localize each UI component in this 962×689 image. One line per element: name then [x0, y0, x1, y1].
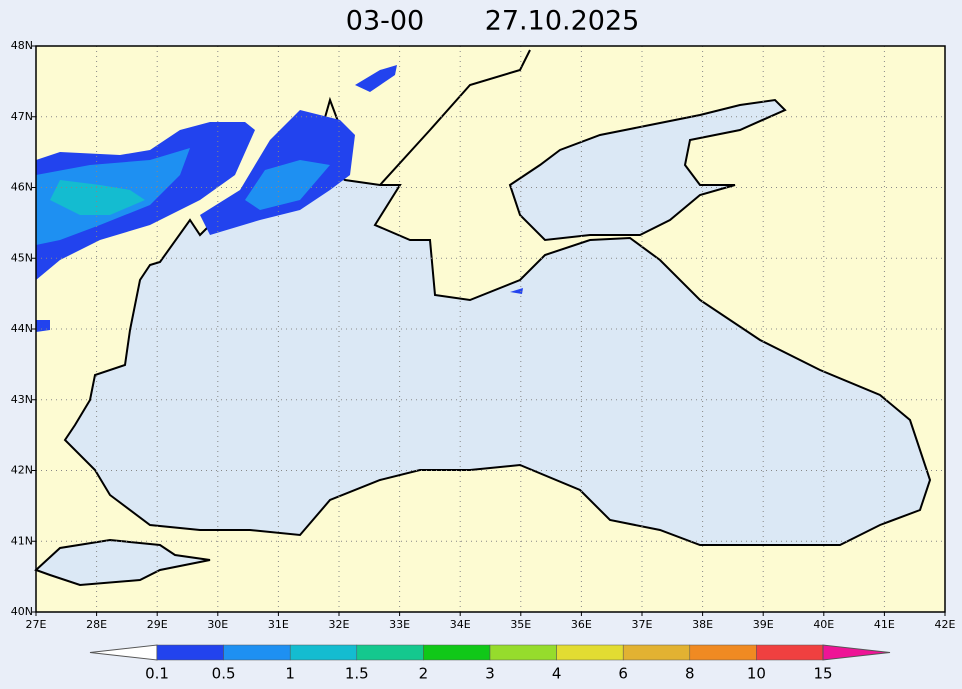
x-tick-label: 38E	[692, 618, 713, 631]
y-tick-label: 42N	[11, 464, 33, 477]
colorbar-label: 3	[485, 665, 495, 683]
y-tick-label: 40N	[11, 605, 33, 618]
colorbar-under	[89, 644, 158, 661]
x-tick-label: 35E	[510, 618, 531, 631]
colorbar-label: 1.5	[345, 665, 369, 683]
x-tick-label: 27E	[26, 618, 47, 631]
colorbar: 0.1 0.5 1 1.5 2 3 4 6 8 10 15	[89, 644, 891, 683]
colorbar-box	[489, 644, 557, 661]
x-tick-label: 32E	[329, 618, 350, 631]
sea-of-marmara	[34, 538, 211, 587]
colorbar-box	[689, 644, 757, 661]
colorbar-box	[356, 644, 424, 661]
colorbar-label: 1	[285, 665, 295, 683]
colorbar-box	[423, 644, 491, 661]
x-tick-label: 28E	[86, 618, 107, 631]
x-tick-label: 42E	[935, 618, 956, 631]
x-tick-label: 40E	[813, 618, 834, 631]
title-date: 27.10.2025	[485, 6, 640, 37]
y-tick-label: 47N	[11, 110, 33, 123]
title-time: 03-00	[346, 6, 424, 37]
precip-area	[510, 288, 523, 294]
river-line	[379, 49, 531, 186]
x-tick-label: 39E	[753, 618, 774, 631]
colorbar-label: 0.1	[145, 665, 169, 683]
y-tick-label: 43N	[11, 393, 33, 406]
colorbar-label: 10	[747, 665, 766, 683]
precip-area	[36, 320, 50, 332]
x-tick-label: 29E	[147, 618, 168, 631]
y-tick-label: 46N	[11, 181, 33, 194]
colorbar-label: 2	[419, 665, 429, 683]
colorbar-label: 6	[618, 665, 628, 683]
y-tick-label: 41N	[11, 534, 33, 547]
x-tick-label: 34E	[450, 618, 471, 631]
colorbar-label: 8	[685, 665, 695, 683]
x-tick-label: 36E	[571, 618, 592, 631]
precip-area	[245, 160, 330, 210]
x-tick-label: 41E	[874, 618, 895, 631]
x-tick-label: 30E	[207, 618, 228, 631]
map	[34, 45, 946, 613]
sea-of-azov	[508, 98, 787, 242]
y-tick-label: 48N	[11, 39, 33, 52]
x-tick-label: 33E	[389, 618, 410, 631]
colorbar-label: 0.5	[212, 665, 236, 683]
x-tick-label: 31E	[268, 618, 289, 631]
y-tick-label: 44N	[11, 322, 33, 335]
y-tick-label: 45N	[11, 251, 33, 264]
colorbar-box	[223, 644, 291, 661]
colorbar-label: 15	[813, 665, 832, 683]
colorbar-box	[622, 644, 691, 661]
precip-area	[50, 180, 145, 215]
colorbar-label: 4	[552, 665, 562, 683]
colorbar-box	[156, 644, 224, 661]
precip-area	[355, 65, 397, 92]
colorbar-box	[756, 644, 824, 661]
colorbar-box	[556, 644, 624, 661]
colorbar-over	[822, 644, 891, 661]
x-tick-label: 37E	[632, 618, 653, 631]
colorbar-box	[289, 644, 358, 661]
